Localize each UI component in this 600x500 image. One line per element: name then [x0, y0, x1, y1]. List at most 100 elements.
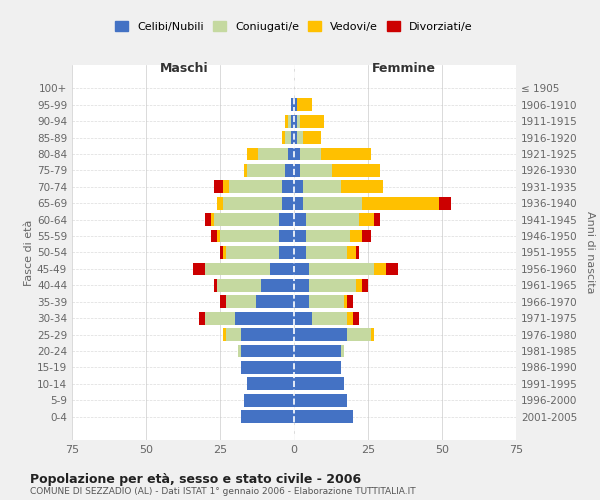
Text: COMUNE DI SEZZADIO (AL) - Dati ISTAT 1° gennaio 2006 - Elaborazione TUTTITALIA.I: COMUNE DI SEZZADIO (AL) - Dati ISTAT 1° …	[30, 488, 416, 496]
Bar	[205, 312, 235, 324]
Bar	[226, 328, 241, 341]
Bar	[309, 296, 344, 308]
Bar	[241, 410, 294, 423]
Bar	[306, 214, 359, 226]
Bar	[244, 164, 247, 177]
Bar	[374, 214, 380, 226]
Bar	[294, 164, 300, 177]
Bar	[211, 230, 217, 242]
Bar	[303, 197, 362, 209]
Bar	[288, 148, 294, 160]
Bar	[294, 328, 347, 341]
Bar	[223, 328, 226, 341]
Bar	[282, 197, 294, 209]
Bar	[294, 344, 341, 358]
Bar	[371, 328, 374, 341]
Bar	[285, 164, 294, 177]
Bar	[303, 132, 320, 144]
Bar	[347, 312, 353, 324]
Bar	[205, 262, 271, 276]
Bar	[300, 148, 320, 160]
Bar	[259, 148, 288, 160]
Bar	[332, 164, 380, 177]
Bar	[214, 180, 223, 194]
Bar	[439, 197, 451, 209]
Bar	[220, 246, 223, 259]
Bar	[362, 279, 368, 291]
Bar	[309, 279, 356, 291]
Bar	[344, 296, 347, 308]
Bar	[300, 164, 332, 177]
Bar	[294, 115, 297, 128]
Bar	[241, 361, 294, 374]
Bar	[347, 246, 356, 259]
Bar	[211, 214, 214, 226]
Bar	[362, 197, 439, 209]
Bar	[374, 262, 386, 276]
Bar	[320, 148, 371, 160]
Bar	[297, 115, 300, 128]
Bar	[217, 197, 223, 209]
Bar	[217, 279, 262, 291]
Bar	[294, 378, 344, 390]
Bar	[235, 312, 294, 324]
Bar	[220, 230, 279, 242]
Bar	[294, 296, 309, 308]
Bar	[356, 279, 362, 291]
Bar	[341, 344, 344, 358]
Bar	[341, 180, 383, 194]
Bar	[291, 132, 294, 144]
Text: Maschi: Maschi	[160, 62, 209, 76]
Bar	[282, 132, 285, 144]
Legend: Celibi/Nubili, Coniugati/e, Vedovi/e, Divorziati/e: Celibi/Nubili, Coniugati/e, Vedovi/e, Di…	[112, 18, 476, 36]
Bar	[356, 246, 359, 259]
Bar	[205, 214, 211, 226]
Y-axis label: Anni di nascita: Anni di nascita	[584, 211, 595, 294]
Bar	[294, 361, 341, 374]
Bar	[306, 230, 350, 242]
Bar	[214, 279, 217, 291]
Bar	[294, 394, 347, 406]
Bar	[350, 230, 362, 242]
Bar	[359, 214, 374, 226]
Bar	[193, 262, 205, 276]
Bar	[294, 98, 297, 111]
Bar	[282, 180, 294, 194]
Bar	[226, 296, 256, 308]
Text: Popolazione per età, sesso e stato civile - 2006: Popolazione per età, sesso e stato civil…	[30, 472, 361, 486]
Bar	[294, 148, 300, 160]
Bar	[291, 98, 294, 111]
Bar	[229, 180, 282, 194]
Bar	[226, 246, 279, 259]
Bar	[247, 148, 259, 160]
Bar	[256, 296, 294, 308]
Bar	[285, 115, 288, 128]
Bar	[279, 246, 294, 259]
Bar	[294, 214, 306, 226]
Bar	[238, 344, 241, 358]
Bar	[244, 394, 294, 406]
Y-axis label: Fasce di età: Fasce di età	[24, 220, 34, 286]
Bar	[262, 279, 294, 291]
Bar	[306, 246, 347, 259]
Bar	[309, 262, 374, 276]
Bar	[199, 312, 205, 324]
Text: Femmine: Femmine	[371, 62, 436, 76]
Bar	[288, 115, 291, 128]
Bar	[220, 296, 226, 308]
Bar	[294, 279, 309, 291]
Bar	[294, 262, 309, 276]
Bar	[312, 312, 347, 324]
Bar	[214, 214, 279, 226]
Bar	[241, 328, 294, 341]
Bar	[294, 410, 353, 423]
Bar	[279, 230, 294, 242]
Bar	[247, 164, 285, 177]
Bar	[362, 230, 371, 242]
Bar	[241, 344, 294, 358]
Bar	[347, 328, 371, 341]
Bar	[294, 246, 306, 259]
Bar	[223, 197, 282, 209]
Bar	[279, 214, 294, 226]
Bar	[294, 180, 303, 194]
